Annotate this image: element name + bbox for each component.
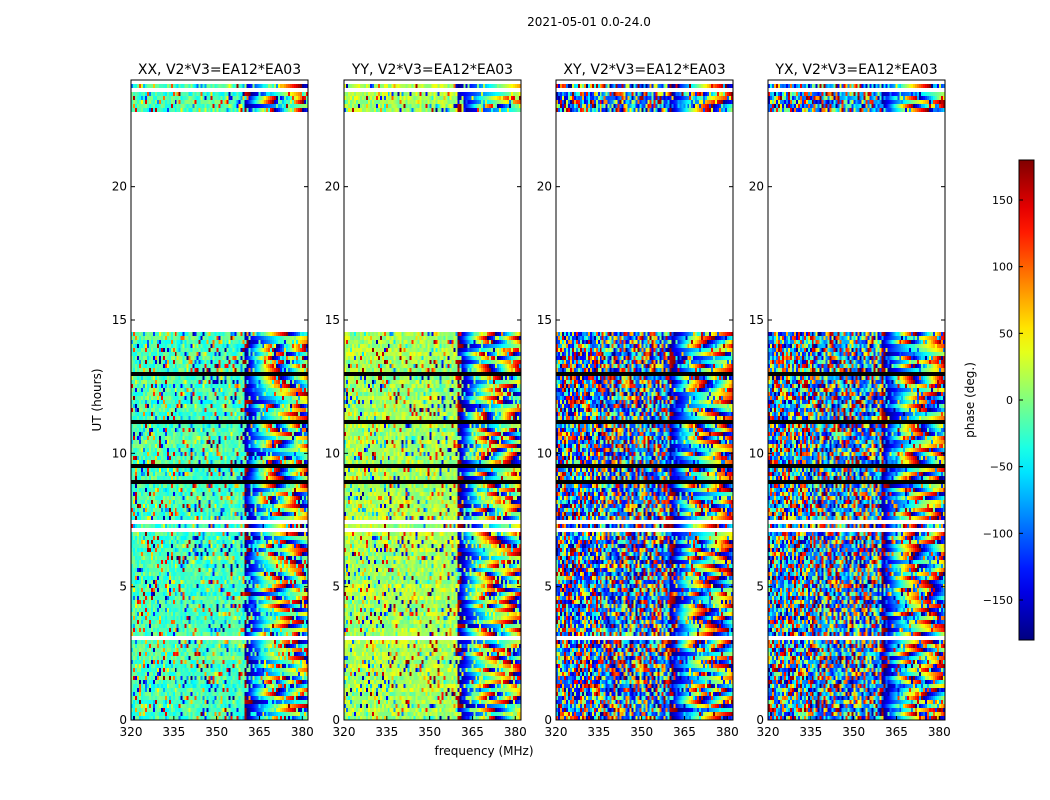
x-tick-label: 365 — [248, 725, 271, 739]
colorbar-tick-label: 50 — [999, 327, 1013, 340]
phase-image — [768, 80, 945, 720]
y-tick-label: 15 — [749, 313, 764, 327]
colorbar-tick-label: −50 — [990, 461, 1013, 474]
x-tick-label: 335 — [162, 725, 185, 739]
x-tick-label: 320 — [333, 725, 356, 739]
x-tick-label: 350 — [630, 725, 653, 739]
x-tick-label: 350 — [842, 725, 865, 739]
y-tick-label: 0 — [119, 713, 127, 727]
y-tick-label: 20 — [749, 180, 764, 194]
colorbar: −150 −100 −50 0 50 100 150 — [983, 159, 1035, 641]
y-tick-label: 10 — [537, 446, 552, 460]
panel-title: XX, V2*V3=EA12*EA03 — [138, 62, 301, 78]
y-tick-label: 5 — [119, 580, 127, 594]
colorbar-tick-label: 150 — [992, 194, 1013, 207]
x-tick-label: 380 — [716, 725, 739, 739]
x-tick-label: 335 — [587, 725, 610, 739]
colorbar-tick-label: 0 — [1006, 394, 1013, 407]
figure-suptitle: 2021-05-01 0.0-24.0 — [527, 15, 651, 29]
x-tick-label: 335 — [375, 725, 398, 739]
panel-title: YY, V2*V3=EA12*EA03 — [351, 62, 513, 78]
colorbar-tick-label: −100 — [983, 527, 1013, 540]
x-tick-label: 320 — [545, 725, 568, 739]
y-tick-label: 10 — [112, 446, 127, 460]
panel-title: XY, V2*V3=EA12*EA03 — [563, 62, 725, 78]
colorbar-tick-label: −150 — [983, 594, 1013, 607]
panel-group: XX, V2*V3=EA12*EA03 320 335 350 365 380 0 5 10 15… — [112, 62, 951, 739]
panel-frame — [130, 79, 309, 721]
y-tick-label: 0 — [756, 713, 764, 727]
x-tick-label: 380 — [928, 725, 951, 739]
panel-frame — [767, 79, 946, 721]
y-axis-label: UT (hours) — [90, 368, 104, 431]
phase-image — [131, 80, 308, 720]
panel-frame — [343, 79, 522, 721]
colorbar-label: phase (deg.) — [963, 362, 977, 438]
colorbar-tick-label: 100 — [992, 261, 1013, 274]
x-tick-label: 320 — [120, 725, 143, 739]
y-tick-label: 20 — [112, 180, 127, 194]
y-tick-label: 20 — [537, 180, 552, 194]
panel-xx: XX, V2*V3=EA12*EA03 320 335 350 365 380 0 5 10 15… — [112, 62, 314, 739]
panel-title: YX, V2*V3=EA12*EA03 — [774, 62, 937, 78]
y-tick-label: 10 — [325, 446, 340, 460]
y-tick-label: 20 — [325, 180, 340, 194]
y-tick-label: 10 — [749, 446, 764, 460]
panel-frame — [555, 79, 734, 721]
x-tick-label: 350 — [205, 725, 228, 739]
panel-yy: YY, V2*V3=EA12*EA03 320 335 350 365 380 0 5 10 15… — [325, 62, 527, 739]
y-tick-label: 15 — [537, 313, 552, 327]
x-tick-label: 365 — [885, 725, 908, 739]
x-tick-label: 365 — [461, 725, 484, 739]
y-tick-label: 0 — [332, 713, 340, 727]
x-tick-label: 335 — [799, 725, 822, 739]
y-tick-label: 0 — [544, 713, 552, 727]
x-tick-label: 320 — [757, 725, 780, 739]
y-tick-label: 5 — [544, 580, 552, 594]
phase-image — [344, 80, 521, 720]
x-tick-label: 380 — [504, 725, 527, 739]
x-tick-label: 365 — [673, 725, 696, 739]
y-tick-label: 5 — [756, 580, 764, 594]
y-tick-label: 5 — [332, 580, 340, 594]
x-tick-label: 380 — [291, 725, 314, 739]
y-tick-label: 15 — [325, 313, 340, 327]
x-tick-label: 350 — [418, 725, 441, 739]
x-axis-label: frequency (MHz) — [434, 744, 533, 758]
y-tick-label: 15 — [112, 313, 127, 327]
panel-xy: XY, V2*V3=EA12*EA03 320 335 350 365 380 0 5 10 15… — [537, 62, 739, 739]
phase-image — [556, 80, 733, 720]
panel-yx: YX, V2*V3=EA12*EA03 320 335 350 365 380 0 5 10 15… — [749, 62, 951, 739]
